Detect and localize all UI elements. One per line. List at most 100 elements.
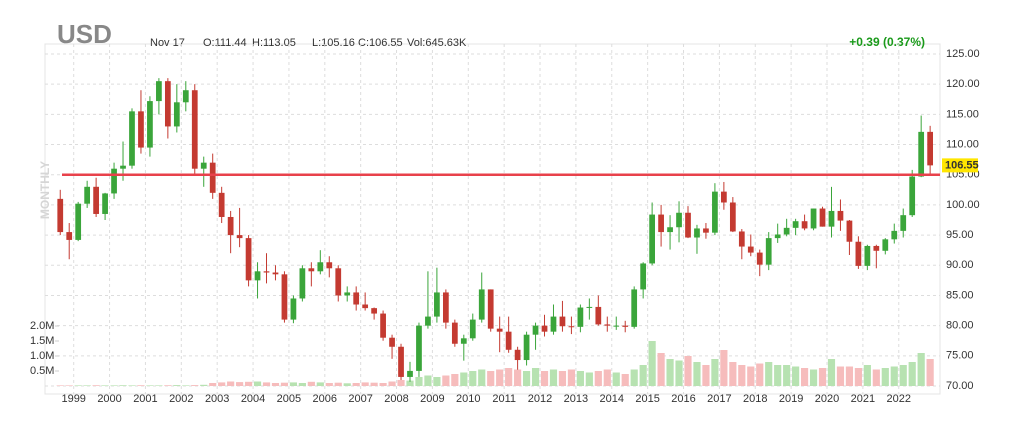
volume-bar [289,382,297,386]
volume-bar [666,359,674,386]
close: C:106.55 [358,37,403,49]
candle-body [514,349,521,361]
volume-bar [469,371,477,386]
volume-bar [917,353,925,386]
volume-bar [765,362,773,386]
volume-bar [845,366,854,386]
candle-body [102,193,108,214]
volume-bar [756,363,764,386]
x-tick-label: 2003 [205,393,229,405]
candle-body [900,215,907,231]
candle-body [290,298,297,320]
candle-body [111,168,117,194]
change: +0.39 (0.37%) [849,35,925,49]
volume-bar [253,381,262,386]
volume-bar [522,371,531,386]
volume-bar [173,385,181,386]
volume-bar [65,385,73,386]
candle-body [156,81,162,102]
candle-body [173,102,180,127]
volume-bar [567,369,576,386]
volume-bar [164,385,172,386]
volume-bar [720,350,728,386]
volume-bar [191,385,199,386]
volume-bar [451,374,459,386]
volume-bar [890,366,898,386]
candle-body [747,246,754,253]
volume-bar [236,382,244,386]
volume-bar [119,385,127,386]
candle-body [685,212,691,238]
x-tick-label: 1999 [61,393,85,405]
volume-bar [657,353,665,386]
volume-bar [800,368,809,386]
candle-body [442,292,449,323]
candle-body [281,274,288,320]
y-tick-label: 125.00 [946,48,980,60]
x-tick-label: 2008 [384,393,408,405]
volume-bar [738,365,746,386]
x-tick-label: 2015 [635,393,659,405]
candle-body [640,263,647,290]
candle-body [604,324,611,326]
candle-body [200,162,207,169]
candle-body [676,212,682,228]
candle-body [577,307,584,327]
volume-bar [549,369,558,386]
volume-bar [836,366,845,386]
x-tick-label: 2012 [528,393,552,405]
volume: Vol:645.63K [407,37,467,49]
y-tick-label: 90.00 [946,259,974,271]
candle-body [380,313,386,338]
volume-tick-label: 2.0M [30,320,54,332]
candle-body [353,292,360,305]
volume-bar [576,371,584,386]
candle-body [272,272,279,275]
x-tick-label: 2001 [133,393,157,405]
volume-bar [200,384,208,386]
volume-bar [146,385,154,386]
candle-body [245,238,252,281]
volume-tick-label: 1.5M [30,335,54,347]
candle-body [532,325,539,335]
candle-body [774,234,781,239]
volume-bar [648,341,656,386]
volume-bar [110,385,118,386]
volume-tick-label: 1.0M [30,350,54,362]
y-tick-label: 95.00 [946,229,974,241]
y-tick-label: 80.00 [946,320,974,332]
volume-bar [343,383,351,386]
candle-body [182,90,189,103]
candle-body [855,241,862,266]
x-tick-label: 2009 [420,393,444,405]
volume-bar [316,382,324,386]
volume-bar [128,385,136,386]
volume-bar [334,382,342,386]
candle-body [407,370,413,377]
x-tick-label: 2021 [851,393,875,405]
symbol: USD [57,19,112,49]
volume-bar [415,377,423,386]
volume-bar [244,381,253,386]
x-tick-label: 2010 [456,393,480,405]
candle-body [308,268,315,272]
candle-body [559,316,566,327]
candle-body [631,289,638,327]
last-price-label: 106.55 [945,159,979,171]
candle-body [218,192,225,217]
volume-bar [325,383,333,386]
volume-bar [155,385,163,386]
x-tick-label: 2004 [241,393,265,405]
volume-bar [747,366,755,386]
volume-bar [693,362,701,386]
candle-body [425,316,431,326]
volume-bar [854,368,862,386]
candle-body [864,245,871,266]
x-tick-label: 2013 [564,393,588,405]
volume-bar [603,369,611,386]
y-tick-label: 120.00 [946,78,980,90]
candle-body [586,306,593,308]
volume-bar [487,371,495,386]
volume-bar [352,383,360,386]
